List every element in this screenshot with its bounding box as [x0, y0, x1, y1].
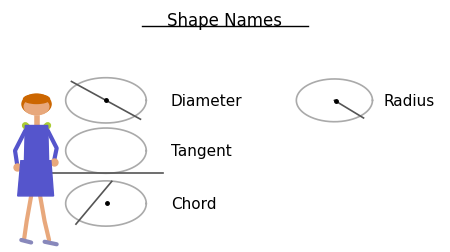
Text: Chord: Chord [171, 196, 216, 211]
Ellipse shape [22, 95, 51, 115]
Text: Tangent: Tangent [171, 144, 232, 159]
Text: Radius: Radius [384, 93, 435, 108]
Text: Diameter: Diameter [171, 93, 243, 108]
Ellipse shape [24, 99, 49, 115]
Polygon shape [18, 161, 54, 196]
Polygon shape [24, 126, 49, 161]
Ellipse shape [23, 95, 50, 104]
Text: Shape Names: Shape Names [167, 12, 282, 30]
